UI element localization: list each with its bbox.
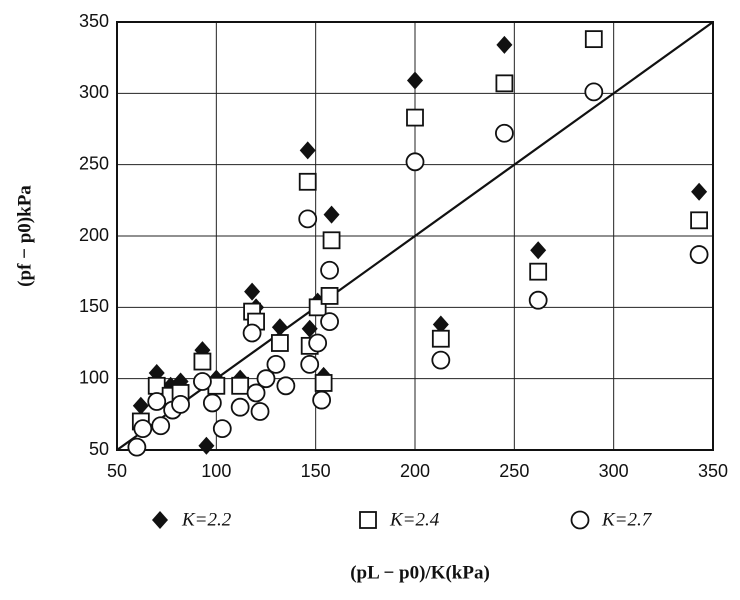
circle-point bbox=[300, 354, 320, 374]
circle-point bbox=[266, 354, 286, 374]
y-tick-label: 150 bbox=[79, 296, 109, 316]
x-tick-label: 100 bbox=[201, 461, 231, 481]
circle-point bbox=[246, 383, 266, 403]
y-tick-label: 250 bbox=[79, 153, 109, 173]
y-tick-label: 50 bbox=[89, 439, 109, 459]
square-point bbox=[320, 287, 339, 305]
square-point bbox=[271, 334, 289, 352]
diamond-point bbox=[530, 241, 547, 260]
y-tick-label: 350 bbox=[79, 11, 109, 31]
circle-point bbox=[431, 350, 451, 370]
x-tick-label: 250 bbox=[499, 461, 529, 481]
square-point bbox=[298, 172, 317, 191]
square-point bbox=[584, 30, 603, 49]
circle-point bbox=[202, 393, 222, 413]
circle-point bbox=[689, 245, 709, 264]
diamond-point bbox=[301, 319, 318, 338]
square-point bbox=[431, 329, 450, 348]
diamond-point bbox=[198, 436, 215, 455]
y-tick-label: 200 bbox=[79, 225, 109, 245]
circle-point bbox=[127, 437, 147, 457]
diamond-point bbox=[691, 182, 708, 201]
diamond-point bbox=[299, 141, 316, 160]
diamond-point bbox=[271, 318, 288, 337]
y-tick-label: 300 bbox=[79, 82, 109, 102]
square-point bbox=[231, 376, 250, 395]
circle-point bbox=[312, 390, 332, 410]
x-tick-label: 150 bbox=[301, 461, 331, 481]
x-tick-label: 350 bbox=[698, 461, 728, 481]
diamond-point bbox=[496, 35, 513, 54]
legend-label: K=2.7 bbox=[601, 509, 653, 530]
square-point bbox=[322, 231, 341, 250]
legend-marker bbox=[152, 511, 168, 529]
circle-point bbox=[171, 394, 190, 414]
x-tick-label: 200 bbox=[400, 461, 430, 481]
legend-label: K=2.2 bbox=[181, 509, 232, 530]
circle-point bbox=[494, 123, 514, 143]
square-point bbox=[529, 262, 548, 281]
square-point bbox=[495, 74, 514, 93]
circle-point bbox=[308, 333, 328, 353]
x-axis-label: (pL − p0)/K(kPa) bbox=[350, 562, 490, 583]
diamond-point bbox=[244, 282, 261, 301]
circle-point bbox=[133, 419, 153, 439]
square-point bbox=[193, 352, 212, 371]
legend-marker bbox=[359, 511, 377, 529]
circle-point bbox=[250, 402, 270, 421]
diamond-point bbox=[323, 205, 340, 224]
square-point bbox=[406, 108, 424, 127]
circle-point bbox=[230, 397, 250, 417]
square-point bbox=[314, 374, 333, 392]
square-point bbox=[690, 211, 708, 230]
circle-point bbox=[528, 290, 548, 310]
legend-label: K=2.4 bbox=[389, 509, 440, 530]
diamond-point bbox=[132, 396, 149, 415]
circle-point bbox=[276, 376, 296, 396]
circle-point bbox=[212, 419, 232, 439]
circle-point bbox=[298, 209, 318, 229]
circle-point bbox=[193, 372, 212, 391]
diamond-point bbox=[432, 315, 449, 334]
circle-point bbox=[584, 82, 604, 102]
circle-point bbox=[151, 416, 171, 436]
y-tick-label: 100 bbox=[79, 367, 109, 387]
plot-frame bbox=[116, 21, 714, 451]
circle-point bbox=[256, 369, 276, 389]
circle-point bbox=[320, 260, 339, 280]
y-axis-label: (pf − p0)kPa bbox=[14, 185, 35, 287]
x-tick-label: 50 bbox=[107, 461, 127, 481]
circle-point bbox=[242, 323, 262, 343]
circle-point bbox=[405, 152, 425, 172]
legend-marker bbox=[570, 510, 590, 530]
x-tick-label: 300 bbox=[599, 461, 629, 481]
diamond-point bbox=[407, 71, 423, 90]
circle-point bbox=[320, 312, 339, 332]
circle-point bbox=[147, 392, 167, 411]
